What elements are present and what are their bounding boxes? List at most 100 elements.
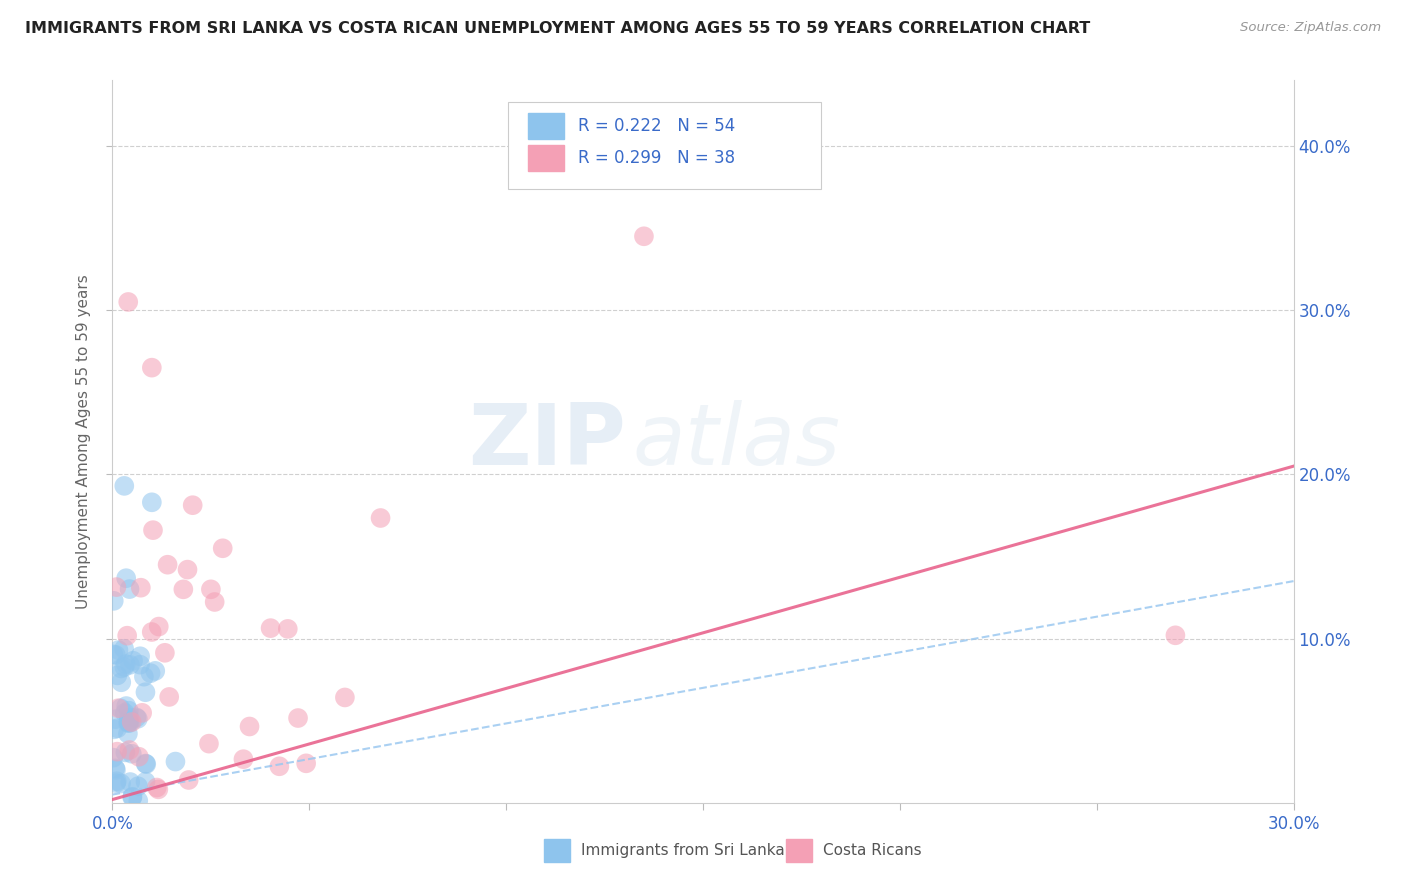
Point	[118, 704, 141, 718]
Point	[103, 594, 125, 608]
Point	[127, 794, 149, 808]
Point	[105, 776, 128, 790]
Point	[141, 360, 163, 375]
Point	[118, 657, 141, 672]
Point	[118, 710, 141, 724]
Point	[112, 641, 135, 656]
Point	[103, 648, 125, 662]
Point	[120, 775, 142, 789]
Point	[211, 541, 233, 556]
Point	[165, 755, 187, 769]
Point	[127, 779, 149, 793]
Point	[105, 668, 128, 682]
Point	[129, 649, 152, 664]
Point	[127, 712, 149, 726]
Point	[115, 629, 138, 643]
Point	[153, 646, 176, 660]
Point	[135, 756, 157, 771]
Point	[110, 661, 132, 675]
Point	[148, 782, 170, 797]
Point	[103, 750, 125, 764]
Point	[287, 711, 309, 725]
Point	[134, 685, 156, 699]
Point	[104, 712, 127, 726]
Point	[370, 511, 392, 525]
Point	[103, 723, 125, 737]
Text: Immigrants from Sri Lanka: Immigrants from Sri Lanka	[581, 843, 785, 858]
Bar	[529, 145, 564, 170]
Point	[177, 772, 200, 787]
Text: atlas: atlas	[633, 400, 841, 483]
Point	[121, 747, 143, 761]
Point	[131, 706, 153, 720]
Point	[117, 716, 139, 731]
Point	[269, 759, 291, 773]
Point	[112, 479, 135, 493]
Bar	[544, 838, 569, 862]
Point	[104, 648, 127, 662]
Point	[176, 563, 198, 577]
Point	[118, 715, 141, 730]
Point	[107, 701, 129, 715]
Point	[139, 666, 162, 681]
Text: Costa Ricans: Costa Ricans	[824, 843, 922, 858]
Text: Source: ZipAtlas.com: Source: ZipAtlas.com	[1240, 21, 1381, 35]
Point	[110, 675, 132, 690]
Point	[200, 582, 222, 597]
Point	[135, 757, 157, 772]
Point	[181, 498, 204, 512]
Point	[110, 701, 132, 715]
Point	[115, 571, 138, 585]
Point	[110, 776, 132, 790]
Bar	[529, 112, 564, 139]
Point	[295, 756, 318, 771]
Point	[238, 719, 260, 733]
Y-axis label: Unemployment Among Ages 55 to 59 years: Unemployment Among Ages 55 to 59 years	[76, 274, 91, 609]
Point	[135, 774, 157, 789]
Point	[157, 690, 180, 704]
Point	[1164, 628, 1187, 642]
Point	[117, 295, 139, 310]
Text: R = 0.222   N = 54: R = 0.222 N = 54	[578, 117, 735, 135]
Point	[107, 721, 129, 735]
Bar	[786, 838, 811, 862]
Point	[156, 558, 179, 572]
Point	[172, 582, 194, 597]
Point	[122, 654, 145, 668]
Point	[118, 582, 141, 596]
Text: IMMIGRANTS FROM SRI LANKA VS COSTA RICAN UNEMPLOYMENT AMONG AGES 55 TO 59 YEARS : IMMIGRANTS FROM SRI LANKA VS COSTA RICAN…	[25, 21, 1091, 37]
Point	[114, 745, 136, 759]
Point	[105, 580, 128, 594]
Point	[129, 581, 152, 595]
Point	[277, 622, 299, 636]
Point	[129, 657, 152, 672]
Point	[115, 699, 138, 714]
Point	[141, 495, 163, 509]
Point	[112, 660, 135, 674]
FancyBboxPatch shape	[508, 102, 821, 189]
Text: R = 0.299   N = 38: R = 0.299 N = 38	[578, 149, 735, 167]
Point	[232, 752, 254, 766]
Text: ZIP: ZIP	[468, 400, 626, 483]
Point	[198, 737, 221, 751]
Point	[105, 745, 128, 759]
Point	[121, 714, 143, 729]
Point	[259, 621, 281, 635]
Point	[104, 763, 127, 777]
Point	[114, 706, 136, 720]
Point	[132, 670, 155, 684]
Point	[104, 761, 127, 775]
Point	[146, 780, 169, 795]
Point	[118, 714, 141, 729]
Point	[118, 743, 141, 757]
Point	[105, 774, 128, 789]
Point	[121, 790, 143, 805]
Point	[143, 664, 166, 678]
Point	[107, 643, 129, 657]
Point	[148, 619, 170, 633]
Point	[125, 710, 148, 724]
Point	[117, 715, 139, 730]
Point	[128, 749, 150, 764]
Point	[117, 726, 139, 740]
Point	[121, 789, 143, 804]
